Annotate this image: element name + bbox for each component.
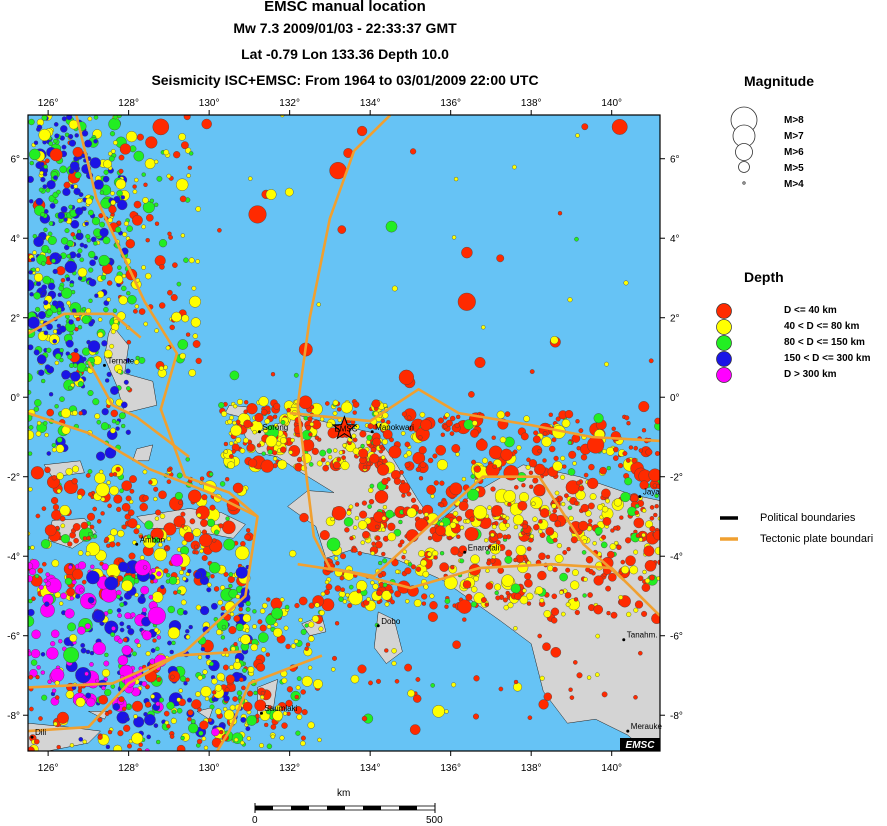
magnitude-symbol bbox=[735, 143, 753, 161]
place-marker bbox=[376, 624, 380, 628]
depth-label: D > 300 km bbox=[784, 369, 837, 380]
magnitude-label: M>7 bbox=[784, 131, 804, 142]
depth-symbol bbox=[716, 303, 732, 319]
place-label: Enarotali bbox=[468, 543, 500, 552]
depth-label: 150 < D <= 300 km bbox=[784, 353, 871, 364]
plate-boundaries bbox=[28, 115, 660, 751]
depth-symbol bbox=[716, 335, 732, 351]
place-label: Dili bbox=[35, 728, 46, 737]
place-label: Dobo bbox=[381, 617, 401, 626]
event-coordinates: Lat -0.79 Lon 133.36 Depth 10.0 bbox=[241, 46, 449, 62]
depth-label: 40 < D <= 80 km bbox=[784, 321, 860, 332]
lon-tick-label: 134° bbox=[360, 763, 381, 774]
place-marker bbox=[257, 430, 261, 434]
map-frame bbox=[27, 114, 661, 752]
place-marker bbox=[463, 550, 467, 554]
lon-tick-label: 138° bbox=[521, 98, 542, 109]
depth-symbol bbox=[716, 367, 732, 383]
map-title: EMSC manual location bbox=[264, 0, 426, 15]
place-marker bbox=[30, 735, 34, 739]
depth-symbol bbox=[716, 319, 732, 335]
place-label: Merauke bbox=[631, 722, 663, 731]
lat-tick-label: 0° bbox=[670, 393, 680, 404]
boundary-legend-label: Tectonic plate boundari bbox=[760, 533, 874, 545]
lon-tick-label: 136° bbox=[440, 98, 461, 109]
lon-tick-label: 130° bbox=[199, 763, 220, 774]
lon-tick-label: 132° bbox=[279, 98, 300, 109]
epicenter-star bbox=[331, 415, 358, 440]
lat-tick-label: -6° bbox=[7, 632, 20, 643]
scalebar-max: 500 bbox=[426, 815, 443, 826]
earthquake-layer bbox=[28, 115, 660, 751]
place-label: Saumlaki bbox=[264, 704, 297, 713]
boundary-legend-label: Political boundaries bbox=[760, 512, 856, 524]
lat-tick-label: -8° bbox=[7, 711, 20, 722]
depth-legend-title: Depth bbox=[744, 269, 784, 285]
place-marker bbox=[638, 495, 642, 499]
lon-tick-label: 140° bbox=[601, 763, 622, 774]
place-label: Ambon bbox=[140, 535, 165, 544]
lon-tick-label: 130° bbox=[199, 98, 220, 109]
lon-tick-label: 136° bbox=[440, 763, 461, 774]
magnitude-label: M>5 bbox=[784, 163, 804, 174]
place-marker bbox=[102, 363, 106, 367]
lat-tick-label: -8° bbox=[670, 711, 683, 722]
magnitude-label: M>8 bbox=[784, 115, 804, 126]
place-label: Ternate bbox=[107, 356, 134, 365]
lat-tick-label: -4° bbox=[670, 552, 683, 563]
lat-tick-label: -2° bbox=[7, 473, 20, 484]
magnitude-symbol bbox=[742, 181, 746, 185]
place-label: Tanahm. bbox=[627, 631, 658, 640]
magnitude-symbol bbox=[738, 161, 750, 173]
lon-tick-label: 128° bbox=[118, 763, 139, 774]
place-marker bbox=[259, 711, 263, 715]
place-label: Jaya bbox=[643, 488, 660, 497]
depth-symbol bbox=[716, 351, 732, 367]
lat-tick-label: 6° bbox=[670, 155, 680, 166]
seismicity-caption: Seismicity ISC+EMSC: From 1964 to 03/01/… bbox=[151, 72, 539, 88]
lat-tick-label: 4° bbox=[670, 234, 680, 245]
epicenter-label: EMSC bbox=[334, 425, 357, 434]
place-label: Sorong bbox=[262, 423, 288, 432]
axis-ticks: 126° 126° 128° 128° 130° 130° 132° 132° 134° 134°… bbox=[7, 98, 683, 774]
logo-text: EMSC bbox=[626, 740, 656, 751]
epicenter-marker: EMSC bbox=[331, 415, 358, 440]
legend-symbols bbox=[716, 106, 758, 541]
lat-tick-label: -4° bbox=[7, 552, 20, 563]
magnitude-label: M>4 bbox=[784, 179, 804, 190]
lat-tick-label: 2° bbox=[670, 314, 680, 325]
lat-tick-label: 2° bbox=[10, 314, 20, 325]
lon-tick-label: 132° bbox=[279, 763, 300, 774]
lon-tick-label: 134° bbox=[360, 98, 381, 109]
place-marker bbox=[370, 430, 374, 434]
place-marker bbox=[626, 729, 630, 733]
lat-tick-label: 6° bbox=[10, 155, 20, 166]
lat-tick-label: -2° bbox=[670, 473, 683, 484]
place-marker bbox=[135, 542, 139, 546]
depth-label: D <= 40 km bbox=[784, 305, 837, 316]
lat-tick-label: 4° bbox=[10, 234, 20, 245]
place-label: Manokwari bbox=[375, 423, 414, 432]
lat-tick-label: -6° bbox=[670, 632, 683, 643]
lon-tick-label: 140° bbox=[601, 98, 622, 109]
lon-tick-label: 126° bbox=[38, 98, 59, 109]
magnitude-legend-title: Magnitude bbox=[744, 73, 814, 89]
scalebar-min: 0 bbox=[252, 815, 258, 826]
depth-label: 80 < D <= 150 km bbox=[784, 337, 865, 348]
magnitude-label: M>6 bbox=[784, 147, 804, 158]
emsc-logo: EMSC bbox=[620, 738, 660, 751]
place-labels: Ternate Sorong Manokwari Ambon Enarotali Jaya… bbox=[30, 356, 663, 739]
lon-tick-label: 126° bbox=[38, 763, 59, 774]
lat-tick-label: 0° bbox=[10, 393, 20, 404]
scalebar-unit: km bbox=[337, 788, 351, 799]
place-marker bbox=[622, 638, 626, 642]
lon-tick-label: 128° bbox=[118, 98, 139, 109]
lon-tick-label: 138° bbox=[521, 763, 542, 774]
event-info: Mw 7.3 2009/01/03 - 22:33:37 GMT bbox=[233, 20, 457, 36]
scale-bar bbox=[254, 803, 436, 813]
